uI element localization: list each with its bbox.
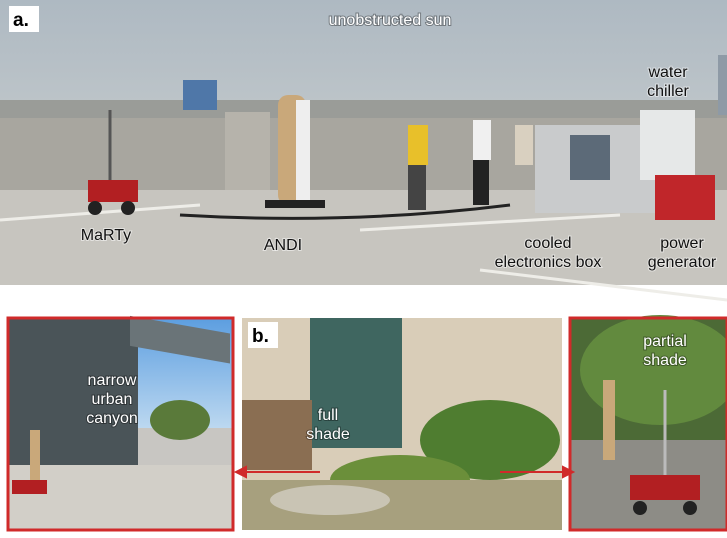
label: partial shade: [643, 333, 687, 369]
label: full shade: [306, 407, 350, 443]
label: narrow urban canyon: [86, 372, 138, 427]
photo-b-right: [568, 315, 727, 532]
arrows: [233, 465, 576, 479]
photo-b-left: [6, 315, 235, 532]
label-line: urban: [92, 391, 133, 408]
label: ANDI: [264, 237, 302, 254]
label-line: full: [318, 407, 338, 424]
label-line: shade: [306, 426, 350, 443]
panel-tag: b.: [252, 326, 269, 347]
panel-tag-box: [248, 322, 278, 348]
label-line: partial: [643, 333, 687, 350]
label-line: canyon: [86, 410, 138, 427]
label: water chiller: [647, 64, 689, 100]
label: cooled electronics box: [495, 235, 602, 271]
photo-b-middle: [242, 318, 562, 530]
label-line: power: [660, 235, 704, 252]
label-line: generator: [648, 254, 717, 271]
panel-tag: a.: [13, 10, 29, 31]
label-line: shade: [643, 352, 687, 369]
label-line: cooled: [524, 235, 571, 252]
label: unobstructed sun: [329, 12, 452, 29]
label-line: unobstructed sun: [329, 12, 452, 29]
label-line: water: [647, 64, 688, 81]
panel-tag-box: [9, 6, 39, 32]
label-line: electronics box: [495, 254, 602, 271]
label-line: ANDI: [264, 237, 302, 254]
photo-a: [0, 0, 727, 302]
label-line: chiller: [647, 83, 689, 100]
label-line: narrow: [88, 372, 137, 389]
label-line: MaRTy: [81, 227, 131, 244]
label: power generator: [648, 235, 717, 271]
label: MaRTy: [81, 227, 131, 244]
